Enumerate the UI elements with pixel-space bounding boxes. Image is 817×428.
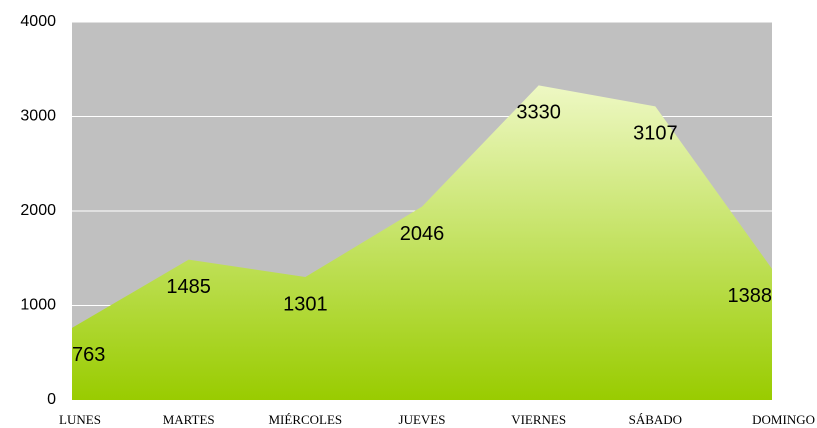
x-tick-label: VIERNES — [511, 412, 566, 427]
y-tick-label: 0 — [47, 391, 56, 408]
data-label: 3330 — [516, 102, 561, 124]
data-label: 1301 — [283, 293, 328, 315]
y-tick-label: 4000 — [20, 13, 56, 30]
x-tick-label: MARTES — [163, 412, 215, 427]
data-label: 2046 — [400, 223, 445, 245]
y-tick-label: 2000 — [20, 202, 56, 219]
x-tick-label: MIÉRCOLES — [268, 412, 342, 427]
y-tick-label: 1000 — [20, 297, 56, 314]
data-label: 763 — [72, 344, 105, 366]
data-label: 1485 — [166, 276, 211, 298]
x-tick-label: DOMINGO — [752, 412, 815, 427]
y-tick-label: 3000 — [20, 108, 56, 125]
x-tick-label: JUEVES — [399, 412, 446, 427]
x-tick-label: LUNES — [59, 412, 101, 427]
x-tick-label: SÁBADO — [629, 412, 682, 427]
data-label: 1388 — [728, 285, 773, 307]
area — [72, 85, 772, 400]
data-label: 3107 — [633, 123, 678, 145]
